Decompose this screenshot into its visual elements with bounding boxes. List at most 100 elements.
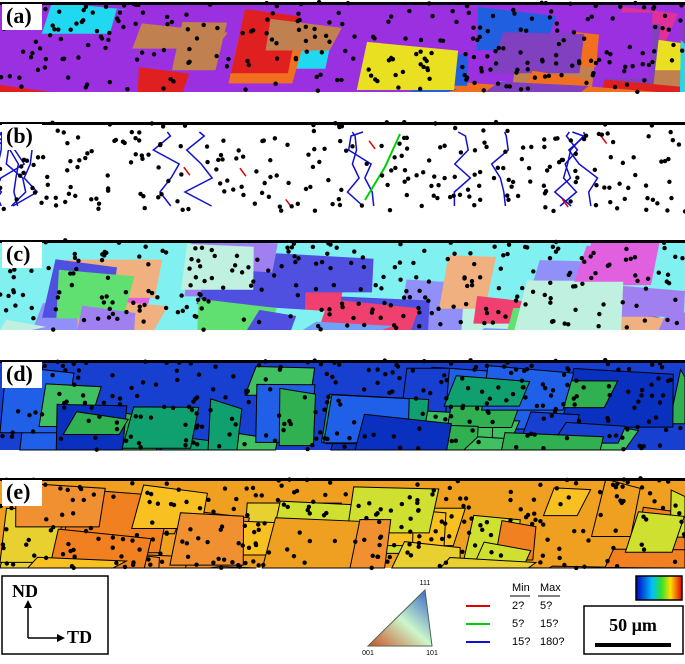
unindexed-point: [211, 387, 215, 391]
unindexed-point: [407, 9, 411, 13]
unindexed-point: [379, 144, 383, 148]
unindexed-point: [121, 25, 125, 29]
unindexed-point: [427, 158, 431, 162]
unindexed-point: [202, 297, 206, 301]
unindexed-point: [77, 158, 81, 162]
unindexed-point: [608, 393, 612, 397]
unindexed-point: [302, 560, 306, 564]
unindexed-point: [151, 537, 155, 541]
unindexed-point: [392, 155, 396, 159]
unindexed-point: [194, 315, 198, 319]
unindexed-point: [466, 187, 470, 191]
unindexed-point: [507, 178, 511, 182]
unindexed-point: [555, 21, 559, 25]
unindexed-point: [442, 373, 446, 377]
unindexed-point: [635, 90, 639, 94]
unindexed-point: [81, 393, 85, 397]
unindexed-point: [33, 190, 37, 194]
unindexed-point: [186, 27, 190, 31]
unindexed-point: [419, 38, 423, 42]
unindexed-point: [181, 309, 185, 313]
unindexed-point: [665, 279, 669, 283]
unindexed-point: [572, 30, 576, 34]
unindexed-point: [663, 159, 667, 163]
unindexed-point: [478, 275, 482, 279]
unindexed-point: [450, 9, 454, 13]
unindexed-point: [175, 378, 179, 382]
unindexed-point: [141, 380, 145, 384]
unindexed-point: [656, 376, 660, 380]
unindexed-point: [641, 62, 645, 66]
unindexed-point: [535, 404, 539, 408]
unindexed-point: [27, 538, 31, 542]
unindexed-point: [501, 166, 505, 170]
unindexed-point: [621, 161, 625, 165]
unindexed-point: [480, 69, 484, 73]
unindexed-point: [100, 295, 104, 299]
unindexed-point: [523, 245, 527, 249]
unindexed-point: [649, 382, 653, 386]
unindexed-point: [337, 125, 341, 129]
unindexed-point: [272, 273, 276, 277]
unindexed-point: [294, 56, 298, 60]
unindexed-point: [202, 23, 206, 27]
unindexed-point: [4, 527, 8, 531]
unindexed-point: [415, 501, 419, 505]
unindexed-point: [115, 16, 119, 20]
unindexed-point: [666, 379, 670, 383]
unindexed-point: [402, 295, 406, 299]
unindexed-point: [473, 148, 477, 152]
unindexed-point: [626, 390, 630, 394]
unindexed-point: [572, 402, 576, 406]
unindexed-point: [607, 434, 611, 438]
unindexed-point: [650, 362, 654, 366]
unindexed-point: [530, 522, 534, 526]
unindexed-point: [234, 156, 238, 160]
grain: [489, 32, 585, 73]
td-arrowhead: [57, 634, 65, 642]
unindexed-point: [179, 144, 183, 148]
unindexed-point: [519, 27, 523, 31]
unindexed-point: [205, 540, 209, 544]
unindexed-point: [73, 252, 77, 256]
unindexed-point: [29, 269, 33, 273]
unindexed-point: [406, 176, 410, 180]
unindexed-point: [533, 75, 537, 79]
unindexed-point: [458, 496, 462, 500]
unindexed-point: [668, 130, 672, 134]
unindexed-point: [169, 502, 173, 506]
unindexed-point: [197, 372, 201, 376]
unindexed-point: [279, 208, 283, 212]
unindexed-point: [518, 50, 522, 54]
unindexed-point: [526, 67, 530, 71]
unindexed-point: [574, 566, 578, 570]
unindexed-point: [76, 55, 80, 59]
unindexed-point: [565, 436, 569, 440]
unindexed-point: [388, 555, 392, 559]
unindexed-point: [159, 192, 163, 196]
unindexed-point: [156, 165, 160, 169]
unindexed-point: [574, 152, 578, 156]
unindexed-point: [492, 245, 496, 249]
unindexed-point: [210, 248, 214, 252]
unindexed-point: [96, 207, 100, 211]
unindexed-point: [478, 25, 482, 29]
unindexed-point: [414, 396, 418, 400]
unindexed-point: [160, 249, 164, 253]
unindexed-point: [268, 175, 272, 179]
unindexed-point: [652, 49, 656, 53]
unindexed-point: [418, 87, 422, 91]
unindexed-point: [68, 185, 72, 189]
unindexed-point: [130, 130, 134, 134]
unindexed-point: [458, 193, 462, 197]
unindexed-point: [646, 277, 650, 281]
unindexed-point: [119, 554, 123, 558]
panel-label: (a): [6, 3, 32, 28]
unindexed-point: [114, 561, 118, 565]
unindexed-point: [279, 365, 283, 369]
unindexed-point: [489, 533, 493, 537]
unindexed-point: [452, 252, 456, 256]
unindexed-point: [56, 128, 60, 132]
unindexed-point: [305, 49, 309, 53]
unindexed-point: [31, 163, 35, 167]
